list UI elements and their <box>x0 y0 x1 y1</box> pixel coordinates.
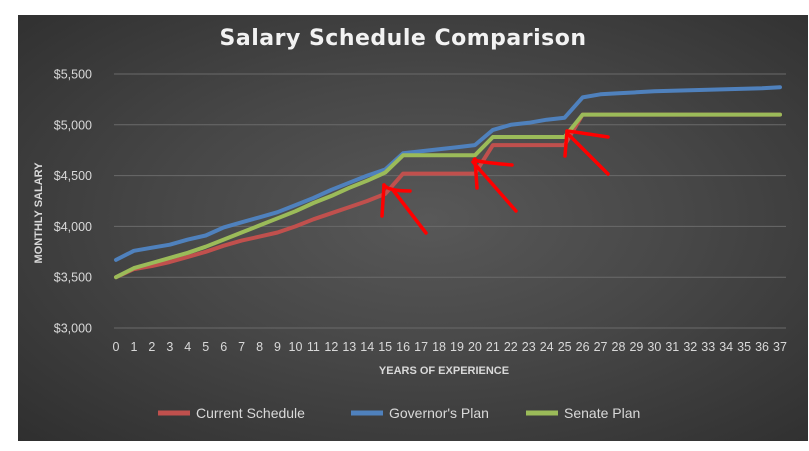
y-tick-label: $5,000 <box>54 118 92 132</box>
x-tick-label: 34 <box>719 340 733 354</box>
x-tick-label: 12 <box>324 340 338 354</box>
arrow-shaft <box>471 160 518 213</box>
x-axis-ticks: 0 1 2 3 4 5 6 7 8 9 10 11 12 13 14 15 16 17 18 19 20 21 22 23 24… <box>113 340 787 354</box>
x-tick-label: 21 <box>486 340 500 354</box>
x-tick-label: 19 <box>450 340 464 354</box>
x-tick-label: 10 <box>289 340 303 354</box>
chart-area: Salary Schedule Comparison $3,000 $3,500 $… <box>18 15 808 441</box>
x-tick-label: 37 <box>773 340 787 354</box>
red-arrow-1 <box>380 183 428 235</box>
x-tick-label: 13 <box>342 340 356 354</box>
x-tick-label: 35 <box>737 340 751 354</box>
x-tick-label: 7 <box>238 340 245 354</box>
red-arrow-3 <box>563 129 610 176</box>
series-lines <box>114 85 782 280</box>
y-axis-title: MONTHLY SALARY <box>33 162 45 264</box>
arrow-shaft <box>391 188 428 235</box>
x-tick-label: 9 <box>274 340 281 354</box>
chart-svg: Salary Schedule Comparison $3,000$3,500$… <box>33 26 787 421</box>
y-tick-label: $3,500 <box>54 271 92 285</box>
x-tick-label: 32 <box>683 340 697 354</box>
arrow-shaft <box>566 132 610 176</box>
x-tick-label: 6 <box>220 340 227 354</box>
x-tick-label: 23 <box>522 340 536 354</box>
x-tick-label: 5 <box>202 340 209 354</box>
x-tick-label: 29 <box>629 340 643 354</box>
x-tick-label: 4 <box>184 340 191 354</box>
x-tick-label: 26 <box>576 340 590 354</box>
x-tick-label: 28 <box>612 340 626 354</box>
y-axis-ticks: $3,000 $3,500 $4,000 $4,500 $5,000 $5,500 <box>54 68 92 336</box>
legend-label: Senate Plan <box>564 405 640 421</box>
y-tick-label: $5,500 <box>54 68 92 82</box>
arrow-head-side <box>380 183 386 218</box>
x-tick-label: 22 <box>504 340 518 354</box>
x-tick-label: 36 <box>755 340 769 354</box>
x-tick-label: 31 <box>665 340 679 354</box>
red-arrow-2 <box>471 157 518 213</box>
arrow-head-side <box>473 157 479 190</box>
x-tick-label: 16 <box>396 340 410 354</box>
legend-label: Governor's Plan <box>389 405 489 421</box>
arrow-head-side <box>563 129 569 158</box>
series-line-governor-s-plan <box>114 85 782 262</box>
legend-label: Current Schedule <box>196 405 305 421</box>
x-tick-label: 2 <box>148 340 155 354</box>
y-tick-label: $3,000 <box>54 322 92 336</box>
y-tick-label: $4,500 <box>54 169 92 183</box>
x-tick-label: 14 <box>360 340 374 354</box>
x-tick-label: 11 <box>307 340 320 354</box>
series-line-current-schedule <box>114 112 782 280</box>
y-tick-label: $4,000 <box>54 220 92 234</box>
x-tick-label: 27 <box>594 340 608 354</box>
x-tick-label: 24 <box>540 340 554 354</box>
x-tick-label: 17 <box>414 340 428 354</box>
x-tick-label: 0 <box>113 340 120 354</box>
x-tick-label: 1 <box>130 340 137 354</box>
gridlines <box>114 73 786 329</box>
x-tick-label: 8 <box>256 340 263 354</box>
x-tick-label: 33 <box>701 340 715 354</box>
x-tick-label: 30 <box>647 340 661 354</box>
legend: Current Schedule Governor's Plan Senate Pl… <box>158 405 640 421</box>
x-tick-label: 20 <box>468 340 482 354</box>
x-tick-label: 3 <box>166 340 173 354</box>
x-tick-label: 18 <box>432 340 446 354</box>
x-tick-label: 15 <box>378 340 392 354</box>
chart-title: Salary Schedule Comparison <box>220 26 587 51</box>
series-line-senate-plan <box>114 112 782 280</box>
x-axis-title: YEARS OF EXPERIENCE <box>379 365 509 377</box>
red-arrow-annotations <box>380 129 610 235</box>
x-tick-label: 25 <box>558 340 572 354</box>
